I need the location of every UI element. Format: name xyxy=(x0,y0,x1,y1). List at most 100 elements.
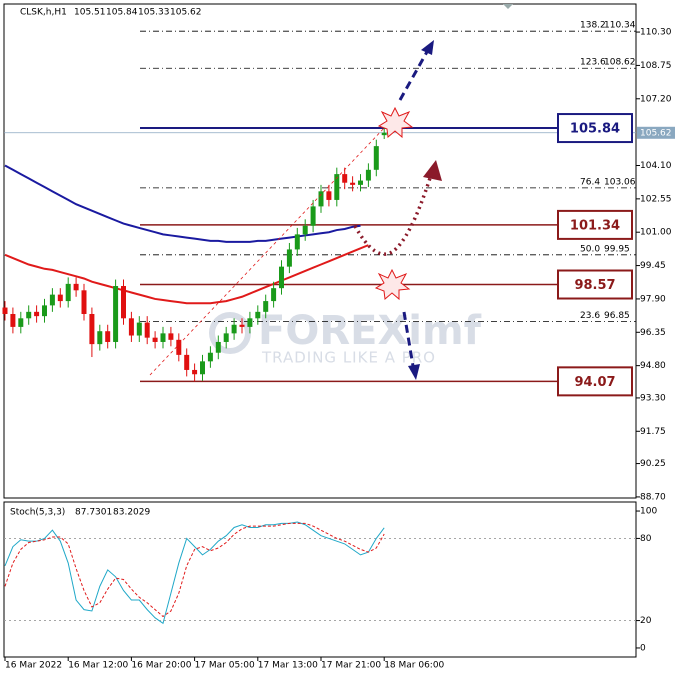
level-box xyxy=(557,209,633,240)
candle-body xyxy=(215,341,221,353)
stoch-signal: 83.2029 xyxy=(113,508,150,518)
arrowhead xyxy=(423,160,442,181)
ohlc-open: 105.51 xyxy=(74,8,106,18)
y-tick-label: 108.75 xyxy=(640,61,672,71)
y-tick-label: 0 xyxy=(640,643,646,653)
arrowhead xyxy=(421,40,434,55)
level-label: 94.07 xyxy=(574,375,615,390)
level-box xyxy=(557,269,633,300)
fib-value: 99.95 xyxy=(604,244,630,254)
burst xyxy=(374,268,411,301)
y-tick-label: 100 xyxy=(640,507,657,517)
candle-body xyxy=(34,311,40,317)
y-tick-label: 102.55 xyxy=(640,194,672,204)
candle-body xyxy=(176,339,182,355)
candle-body xyxy=(279,266,284,289)
candle-body xyxy=(152,337,158,342)
price-panel xyxy=(3,3,637,499)
candle-body xyxy=(263,301,269,312)
candle-body xyxy=(49,294,55,306)
x-tick-label: 16 Mar 20:00 xyxy=(131,661,191,671)
y-tick-label: 97.90 xyxy=(640,294,666,304)
candle-body xyxy=(2,307,8,314)
candle-body xyxy=(160,333,166,342)
current-price-tag xyxy=(637,126,675,139)
candle-body xyxy=(365,169,371,181)
candle-body xyxy=(42,305,47,317)
candle-body xyxy=(168,333,174,340)
candle-body xyxy=(200,361,205,375)
candle-body xyxy=(10,313,16,327)
candle-body xyxy=(294,234,300,250)
candle-body xyxy=(136,322,142,336)
arrow-down xyxy=(402,311,415,367)
candle-body xyxy=(192,369,198,375)
candle-body xyxy=(381,132,387,136)
candle-body xyxy=(326,191,332,200)
stoch-panel xyxy=(3,501,637,658)
scroll-marker xyxy=(503,4,513,9)
moving-average xyxy=(4,164,361,243)
level-label: 105.84 xyxy=(570,122,620,137)
watermark: FOREXimf TRADING LIKE A PRO xyxy=(209,308,482,367)
stoch-main: 87.7301 xyxy=(75,508,112,518)
y-tick-label: 107.20 xyxy=(640,94,672,104)
candle-body xyxy=(128,318,134,336)
y-tick-label: 20 xyxy=(640,616,652,626)
fib-ratio: 123.6 xyxy=(580,58,606,68)
candle-body xyxy=(286,249,292,267)
arrowhead xyxy=(408,364,420,380)
y-tick-label: 99.45 xyxy=(640,261,666,271)
fib-value: 110.34 xyxy=(604,21,636,31)
arrow-curve xyxy=(353,177,432,256)
candle-body xyxy=(239,324,245,327)
plot-content: 110.30 108.75 107.20 104.10 102.55 101.00 99.4… xyxy=(2,21,675,671)
burst xyxy=(377,106,414,139)
symbol: CLSK,h,H1 xyxy=(20,8,67,18)
candle-body xyxy=(350,182,356,185)
candle-body xyxy=(121,286,126,319)
ohlc-low: 105.33 xyxy=(138,8,170,18)
candle-body xyxy=(342,174,348,183)
candle-body xyxy=(184,354,190,370)
candle-body xyxy=(318,191,324,207)
current-price-label: 105.62 xyxy=(640,128,672,138)
fib-ratio: 76.4 xyxy=(580,177,600,187)
level-label: 101.34 xyxy=(570,218,620,233)
x-tick-label: 17 Mar 05:00 xyxy=(195,661,255,671)
stoch-line xyxy=(4,521,385,625)
candle-body xyxy=(105,331,111,342)
candle-body xyxy=(310,206,316,226)
y-tick-label: 104.10 xyxy=(640,161,672,171)
y-tick-label: 96.35 xyxy=(640,328,666,338)
candle-body xyxy=(255,311,261,319)
candle-body xyxy=(334,174,340,200)
candle-body xyxy=(302,225,308,235)
candle-body xyxy=(271,288,277,302)
annotations xyxy=(149,40,442,380)
ohlc-close: 105.62 xyxy=(170,8,202,18)
level-box xyxy=(557,113,633,144)
y-tick-label: 93.30 xyxy=(640,393,666,403)
moving-average xyxy=(4,244,369,305)
x-tick-label: 16 Mar 12:00 xyxy=(68,661,128,671)
candle-body xyxy=(57,294,63,302)
fib-value: 108.62 xyxy=(604,58,636,68)
fib-ratio: 138.2 xyxy=(580,21,606,31)
fib-ratio: 50.0 xyxy=(580,244,600,254)
candle-body xyxy=(231,324,237,334)
candle-body xyxy=(65,283,71,302)
x-tick-label: 18 Mar 06:00 xyxy=(384,661,444,671)
fib-value: 103.06 xyxy=(604,177,636,187)
y-tick-label: 80 xyxy=(640,534,652,544)
stoch-title: Stoch(5,3,3) xyxy=(10,508,65,518)
y-tick-label: 90.25 xyxy=(640,459,666,469)
candle-body xyxy=(113,286,119,342)
y-tick-label: 101.00 xyxy=(640,228,672,238)
candle-body xyxy=(89,313,95,345)
candle-body xyxy=(373,146,379,170)
x-tick-label: 17 Mar 13:00 xyxy=(258,661,318,671)
candle-body xyxy=(144,322,150,338)
